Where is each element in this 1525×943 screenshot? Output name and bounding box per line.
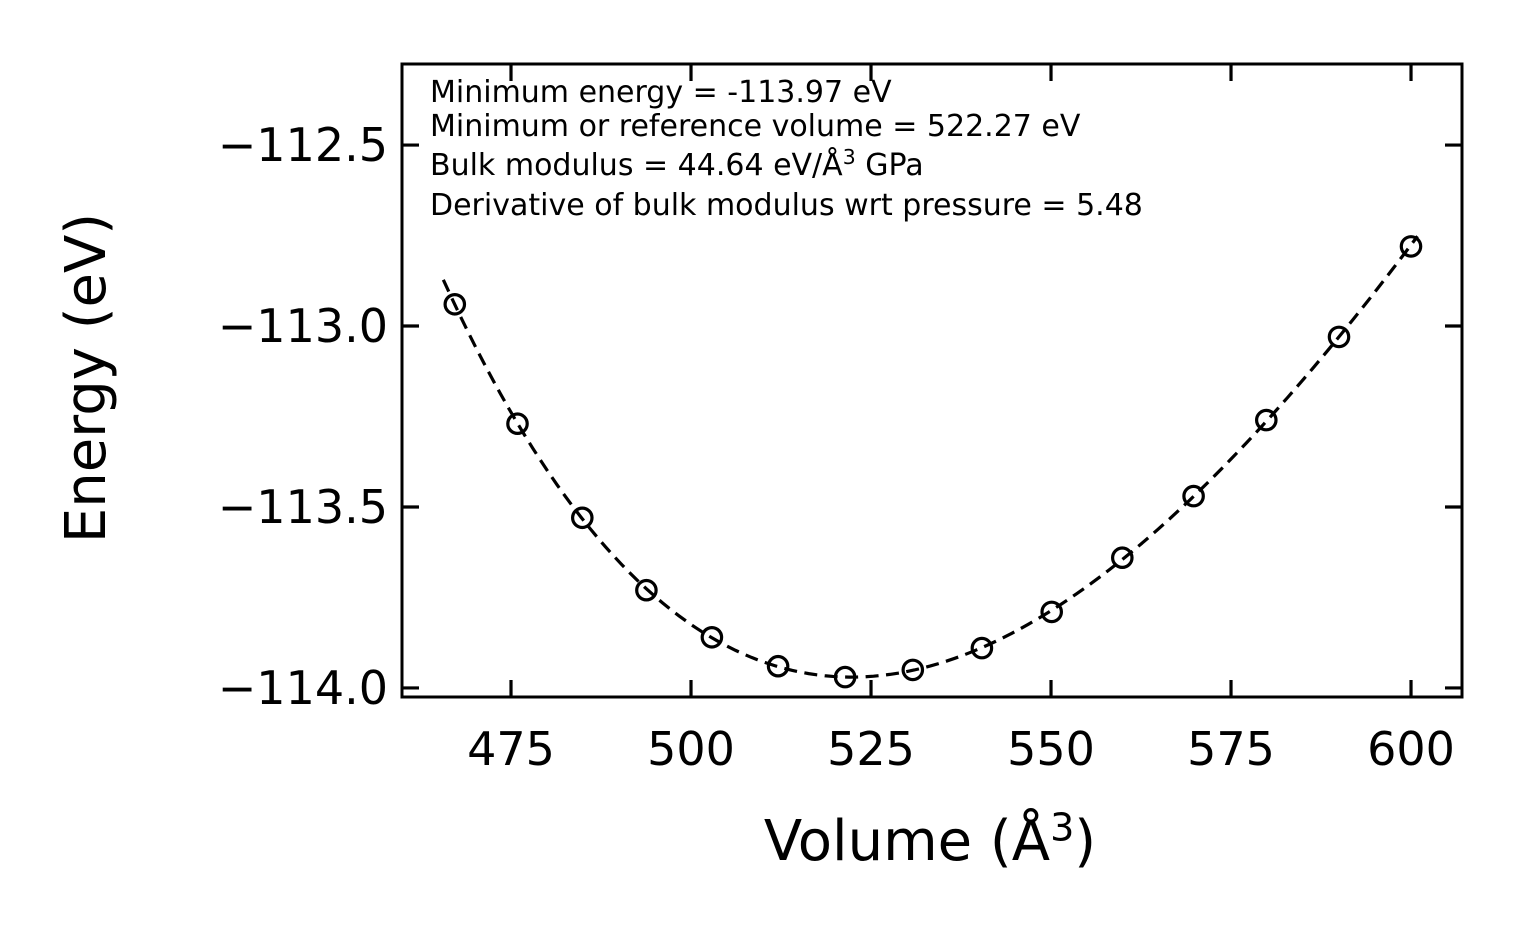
data-point-marker [970, 636, 994, 660]
x-axis-label: Volume (Å3) [530, 808, 1330, 874]
data-point-marker [901, 658, 925, 682]
data-point-marker [1040, 600, 1063, 624]
data-point-marker [506, 412, 529, 435]
annotation-bulk-modulus-unit: GPa [855, 148, 924, 183]
x-axis-label-suffix: ) [1074, 809, 1097, 874]
x-tick-label: 475 [467, 722, 555, 776]
data-point-marker [570, 506, 594, 530]
x-tick-label: 600 [1367, 722, 1455, 776]
fit-curve-dashed-line [441, 235, 1419, 679]
annotation-minimum-energy: Minimum energy = -113.97 eV [430, 75, 892, 110]
data-point-marker [1327, 325, 1351, 349]
x-tick-label: 525 [827, 722, 915, 776]
y-axis-label: Energy (eV) [54, 178, 119, 578]
x-tick-label: 575 [1187, 722, 1275, 776]
annotation-bulk-modulus: Bulk modulus = 44.64 eV/Å3 GPa [430, 147, 924, 183]
y-tick-label: −113.0 [217, 299, 388, 354]
y-tick-label: −114.0 [217, 660, 388, 715]
data-point-marker [1111, 546, 1134, 569]
data-point-marker [1255, 408, 1278, 432]
data-point-marker [700, 625, 724, 649]
x-tick-label: 550 [1007, 722, 1095, 776]
x-axis-label-text: Volume (Å [763, 809, 1051, 874]
data-point-marker [443, 292, 467, 316]
y-axis-label-text: Energy (eV) [54, 212, 119, 544]
data-point-marker [635, 578, 658, 602]
data-point-marker [833, 665, 857, 689]
data-point-marker [1182, 484, 1205, 508]
y-tick-label: −112.5 [217, 118, 388, 173]
y-tick-label: −113.5 [217, 479, 388, 534]
annotation-reference-volume: Minimum or reference volume = 522.27 eV [430, 109, 1081, 144]
data-point-marker [766, 654, 790, 678]
data-point-marker [1399, 235, 1423, 258]
axes-spines [400, 62, 1464, 699]
annotation-bulk-modulus-derivative: Derivative of bulk modulus wrt pressure … [430, 188, 1143, 223]
x-tick-label: 500 [647, 722, 735, 776]
x-axis-label-superscript: 3 [1050, 805, 1075, 850]
annotation-bulk-modulus-superscript: 3 [842, 145, 856, 169]
annotation-bulk-modulus-text: Bulk modulus = 44.64 eV/Å [430, 148, 843, 183]
